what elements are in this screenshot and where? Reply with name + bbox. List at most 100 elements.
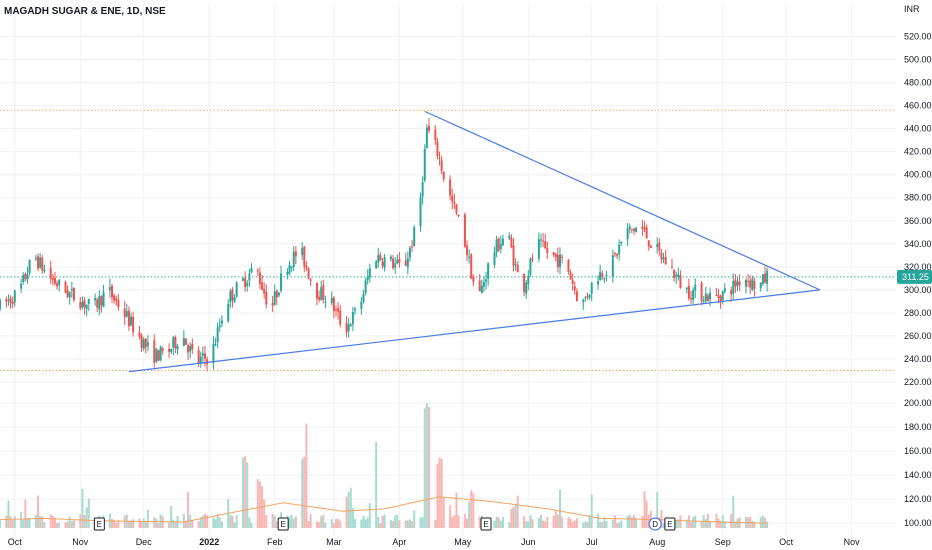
- candle-body: [759, 282, 762, 289]
- candle-body: [125, 311, 128, 317]
- candle-body: [569, 272, 572, 280]
- volume-bar: [39, 516, 42, 528]
- candle-body: [628, 226, 631, 230]
- horizontal-levels: [0, 109, 896, 371]
- volume-bar: [288, 516, 291, 528]
- volume-bar: [53, 518, 56, 528]
- volume-bar: [590, 494, 593, 528]
- time-axis[interactable]: Oct Nov Dec 2022 Feb Mar Apr May Jun Jul Aug Sep Oct…: [8, 537, 860, 547]
- candle-body: [480, 285, 483, 293]
- candle-body: [277, 292, 280, 296]
- candle-body: [96, 299, 99, 308]
- volume-bar: [383, 514, 386, 528]
- candle-body: [290, 266, 293, 268]
- volume-bar: [146, 509, 149, 528]
- volume-bar: [628, 514, 631, 528]
- volume-bar: [611, 519, 614, 528]
- candle-body: [510, 237, 513, 248]
- volume-bar: [130, 520, 133, 528]
- volume-bar: [723, 521, 726, 528]
- volume-bar: [172, 519, 175, 528]
- candle-body: [66, 290, 69, 298]
- volume-ma-line: [0, 496, 768, 524]
- volume-bar: [87, 498, 90, 528]
- candle-body: [673, 269, 676, 279]
- candle-body: [618, 244, 621, 255]
- volume-bar: [242, 457, 245, 528]
- volume-bar: [442, 497, 445, 528]
- candle-body: [246, 282, 249, 286]
- candle-body: [168, 348, 171, 352]
- volume-bar: [734, 521, 737, 528]
- volume-bar: [132, 519, 135, 528]
- volume-bar: [455, 492, 458, 528]
- candle-body: [398, 259, 401, 264]
- volume-bar: [330, 519, 333, 528]
- candle-body: [9, 298, 12, 303]
- volume-bar: [501, 516, 504, 528]
- volume-bar: [599, 521, 602, 528]
- volume-bar: [303, 456, 306, 528]
- volume-bar: [111, 518, 113, 528]
- candle-body: [256, 270, 259, 272]
- candle-body: [68, 292, 71, 298]
- candle-body: [85, 304, 88, 310]
- candle-body: [613, 253, 616, 255]
- y-tick-label: 220.00: [904, 377, 932, 387]
- candle-body: [692, 290, 695, 300]
- volume-bar: [360, 519, 363, 528]
- candle-body: [130, 316, 133, 326]
- candle-body: [292, 251, 295, 267]
- volume-bar: [246, 462, 249, 528]
- candle-body: [643, 228, 646, 230]
- candle-body: [586, 296, 589, 298]
- volume-bar: [700, 521, 703, 528]
- volume-bar: [250, 523, 253, 528]
- volume-bar: [717, 518, 720, 528]
- symbol-title[interactable]: MAGADH SUGAR & ENE, 1D, NSE: [4, 6, 166, 17]
- candle-body: [425, 127, 428, 149]
- candle-body: [389, 256, 392, 260]
- volume-bar: [392, 521, 395, 528]
- x-tick-label: Oct: [779, 537, 794, 547]
- candle-body: [453, 201, 456, 204]
- last-price-label: 311.25: [902, 272, 929, 282]
- volume-bar: [613, 515, 616, 528]
- volume-bar: [584, 521, 587, 528]
- candle-body: [411, 246, 414, 248]
- volume-bar: [265, 515, 268, 528]
- volume-bar: [229, 514, 232, 528]
- candle-body: [457, 215, 460, 217]
- x-tick-label: Dec: [136, 537, 153, 547]
- candle-body: [630, 228, 633, 230]
- volume-bar: [567, 517, 570, 528]
- candle-body: [573, 286, 576, 290]
- volume-bar: [516, 495, 519, 528]
- candle-body: [337, 308, 340, 312]
- volume-bar: [478, 516, 481, 528]
- volume-bar: [451, 516, 454, 528]
- candle-body: [354, 308, 357, 311]
- volume-bar: [233, 522, 236, 528]
- candle-body: [632, 228, 635, 231]
- volume-tick-label: 160.00: [904, 446, 932, 456]
- volume-bar: [603, 516, 606, 528]
- volume-bar: [301, 458, 304, 528]
- x-tick-label: Feb: [267, 537, 283, 547]
- candle-body: [375, 261, 378, 269]
- candle-body: [647, 240, 650, 247]
- price-axis[interactable]: 520.00 500.00 480.00 460.00 440.00 420.00 400.…: [897, 32, 932, 529]
- volume-bar: [113, 519, 116, 528]
- trendlines[interactable]: [128, 110, 821, 373]
- candle-body: [690, 298, 693, 300]
- candle-body: [379, 255, 382, 261]
- candle-body: [468, 256, 471, 258]
- candle-body: [218, 325, 221, 328]
- candle-body: [231, 289, 234, 301]
- volume-bar: [244, 456, 247, 528]
- volume-bar: [273, 515, 276, 528]
- candle-body: [26, 274, 29, 280]
- volume-bar: [472, 493, 475, 528]
